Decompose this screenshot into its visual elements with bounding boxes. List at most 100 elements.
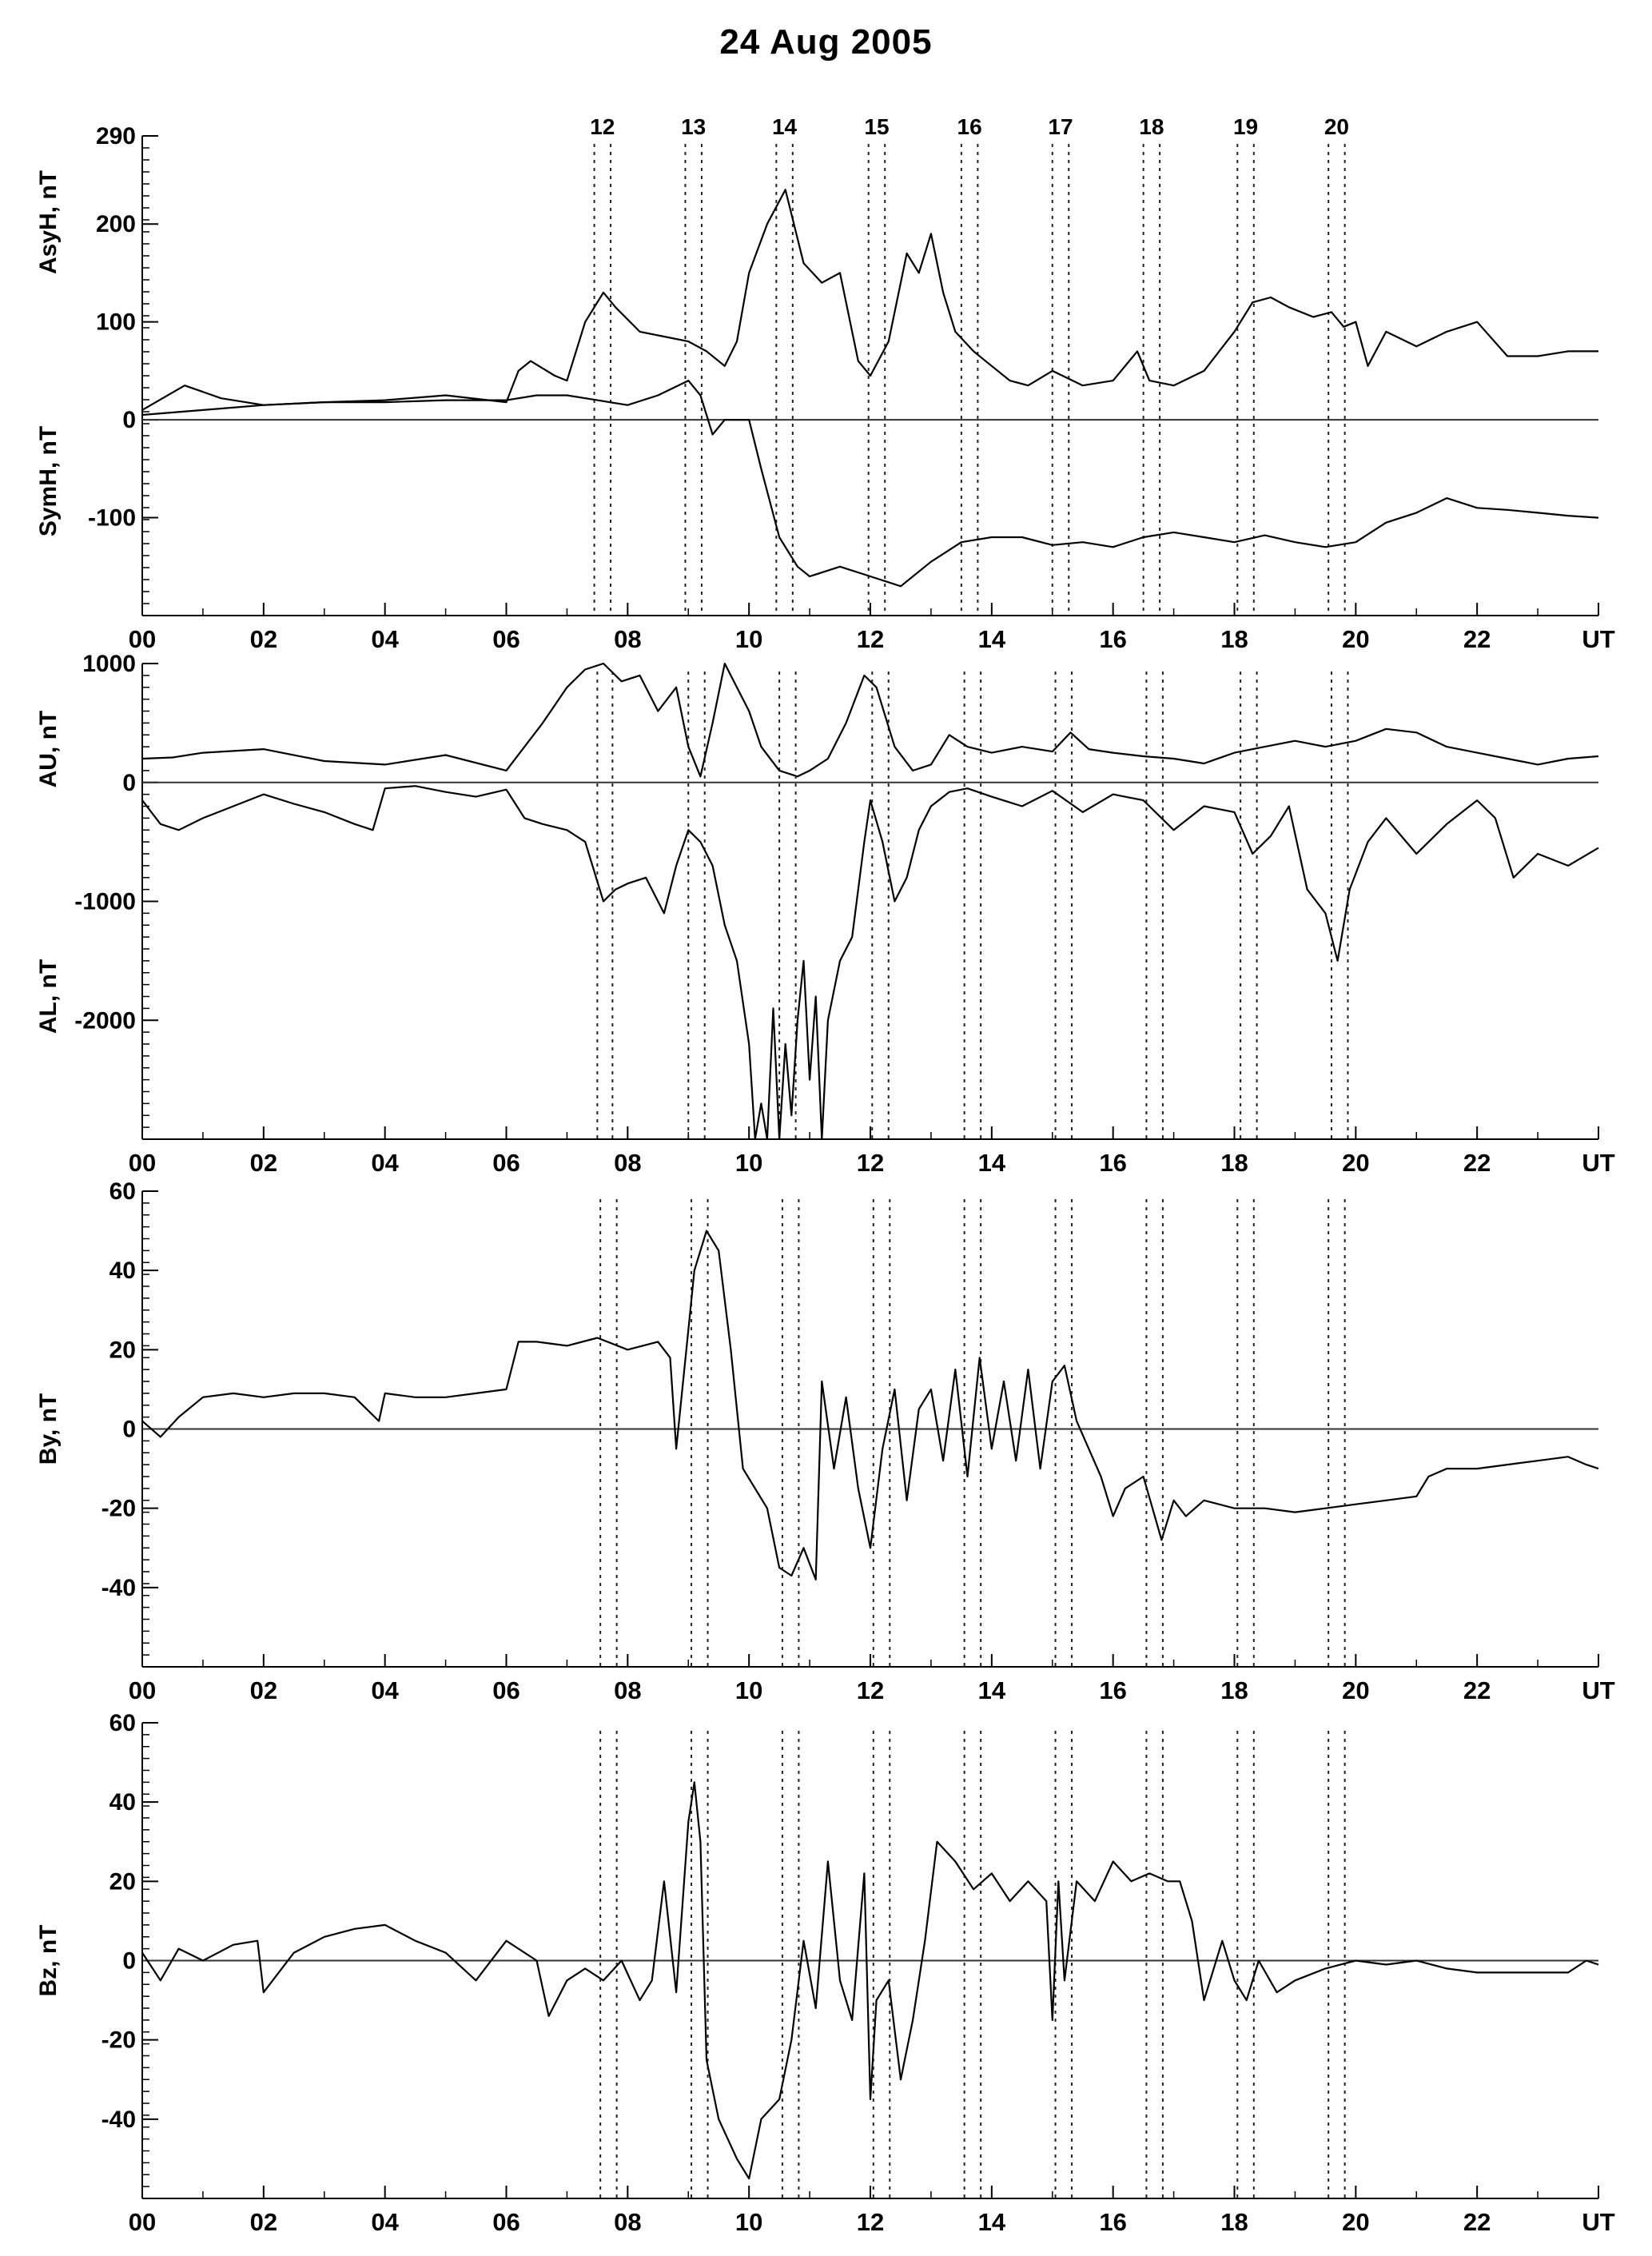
x-tick-label: 16 xyxy=(1099,1676,1126,1704)
x-tick-label: 00 xyxy=(129,625,156,653)
y-tick-label: 0 xyxy=(122,770,136,796)
x-tick-label: 06 xyxy=(492,2208,519,2236)
x-tick-label: 02 xyxy=(250,625,277,653)
panel-1: 290 200 100 0 -100 00 02 04 06 08 10 12 14 16 18 20 22 UT… xyxy=(35,114,1615,653)
x-tick-label: 18 xyxy=(1220,1149,1248,1177)
x-tick-label: 00 xyxy=(129,1676,156,1704)
panel-2: 1000 0 -1000 -2000 00 02 04 06 08 10 12 14 16 18 20 22 U… xyxy=(35,651,1615,1177)
x-tick-label: 00 xyxy=(129,2208,156,2236)
x-tick-label: 10 xyxy=(735,1149,762,1177)
panel-3: 60 40 20 0 -20 -40 00 02 04 06 08 10 12 14 16 18 20 22 UT B… xyxy=(35,1178,1615,1704)
y-tick-label: 60 xyxy=(109,1710,136,1736)
x-tick-label: 02 xyxy=(250,2208,277,2236)
y-tick-label: 0 xyxy=(122,1948,136,1975)
x-tick-label: 20 xyxy=(1342,1149,1369,1177)
x-tick-label: 06 xyxy=(492,1676,519,1704)
y-tick-label: 0 xyxy=(122,1417,136,1443)
y-tick-label: 0 xyxy=(122,407,136,433)
x-tick-label: 12 xyxy=(857,2208,884,2236)
y-axis-label: AL, nT xyxy=(35,959,62,1034)
event-number-label: 17 xyxy=(1048,114,1073,139)
y-tick-label: 200 xyxy=(96,211,136,237)
event-number-label: 19 xyxy=(1233,114,1258,139)
y-tick-label: 40 xyxy=(109,1258,136,1284)
x-tick-label: 20 xyxy=(1342,2208,1369,2236)
x-tick-label: 18 xyxy=(1220,625,1248,653)
x-tick-label: 04 xyxy=(371,1676,399,1704)
y-tick-label: -1000 xyxy=(74,889,136,915)
y-axis-label: Bz, nT xyxy=(35,1925,62,1997)
series-line-symh xyxy=(141,380,1599,588)
event-number-label: 20 xyxy=(1324,114,1349,139)
y-axis-label: AsyH, nT xyxy=(35,170,62,274)
y-tick-label: 100 xyxy=(96,309,136,336)
y-tick-label: 290 xyxy=(96,123,136,149)
x-tick-label: 02 xyxy=(250,1149,277,1177)
x-tick-label: 06 xyxy=(492,1149,519,1177)
x-tick-label: 16 xyxy=(1099,2208,1126,2236)
y-tick-label: 20 xyxy=(109,1868,136,1895)
x-tick-label: 18 xyxy=(1220,2208,1248,2236)
y-tick-label: -100 xyxy=(88,505,136,532)
event-number-label: 12 xyxy=(590,114,615,139)
event-number-label: 13 xyxy=(681,114,706,139)
y-axis-label: By, nT xyxy=(35,1393,62,1465)
series-line-au xyxy=(141,662,1599,778)
x-tick-label: 16 xyxy=(1099,625,1126,653)
panel-4: 60 40 20 0 -20 -40 00 02 04 06 08 10 12 14 16 18 20 22 UT B… xyxy=(35,1710,1615,2236)
x-tick-label: 14 xyxy=(978,2208,1006,2236)
y-axis-label: SymH, nT xyxy=(35,426,62,536)
y-tick-label: -40 xyxy=(102,1575,136,1601)
x-tick-label: 22 xyxy=(1463,2208,1491,2236)
x-tick-label: 12 xyxy=(857,1149,884,1177)
x-tick-label: UT xyxy=(1582,2208,1614,2236)
y-tick-label: 1000 xyxy=(82,651,136,677)
series-line-asyh xyxy=(141,189,1598,411)
x-tick-label: UT xyxy=(1582,1149,1614,1177)
y-tick-label: 20 xyxy=(109,1337,136,1363)
x-tick-label: 04 xyxy=(371,1149,399,1177)
x-tick-label: 06 xyxy=(492,625,519,653)
series-line-bz xyxy=(141,1781,1599,2180)
y-tick-label: -2000 xyxy=(74,1007,136,1034)
event-number-label: 18 xyxy=(1139,114,1164,139)
y-tick-label: -20 xyxy=(102,1496,136,1522)
y-tick-label: 60 xyxy=(109,1178,136,1205)
x-tick-label: 02 xyxy=(250,1676,277,1704)
y-axis-label: AU, nT xyxy=(35,711,62,788)
event-number-label: 15 xyxy=(864,114,889,139)
x-tick-label: 10 xyxy=(735,625,762,653)
x-tick-label: UT xyxy=(1582,625,1614,653)
x-tick-label: 04 xyxy=(371,2208,399,2236)
x-tick-label: 10 xyxy=(735,2208,762,2236)
y-tick-label: 40 xyxy=(109,1789,136,1816)
x-tick-label: 22 xyxy=(1463,1676,1491,1704)
series-line-by xyxy=(141,1230,1599,1581)
x-tick-label: 00 xyxy=(129,1149,156,1177)
x-tick-label: 08 xyxy=(614,625,641,653)
x-tick-label: 14 xyxy=(978,1149,1006,1177)
x-tick-label: 08 xyxy=(614,1149,641,1177)
x-tick-label: UT xyxy=(1582,1676,1614,1704)
series-line-al xyxy=(141,785,1599,1141)
event-number-label: 14 xyxy=(772,114,798,139)
x-tick-label: 10 xyxy=(735,1676,762,1704)
x-tick-label: 08 xyxy=(614,1676,641,1704)
x-tick-label: 14 xyxy=(978,625,1006,653)
x-tick-label: 20 xyxy=(1342,1676,1369,1704)
x-tick-label: 22 xyxy=(1463,1149,1491,1177)
x-tick-label: 16 xyxy=(1099,1149,1126,1177)
x-tick-label: 04 xyxy=(371,625,399,653)
chart-title: 24 Aug 2005 xyxy=(719,22,933,62)
x-tick-label: 20 xyxy=(1342,625,1369,653)
event-number-label: 16 xyxy=(957,114,982,139)
y-tick-label: -40 xyxy=(102,2107,136,2133)
x-tick-label: 12 xyxy=(857,625,884,653)
x-tick-label: 08 xyxy=(614,2208,641,2236)
x-tick-label: 12 xyxy=(857,1676,884,1704)
y-tick-label: -20 xyxy=(102,2027,136,2054)
x-tick-label: 14 xyxy=(978,1676,1006,1704)
x-tick-label: 22 xyxy=(1463,625,1491,653)
